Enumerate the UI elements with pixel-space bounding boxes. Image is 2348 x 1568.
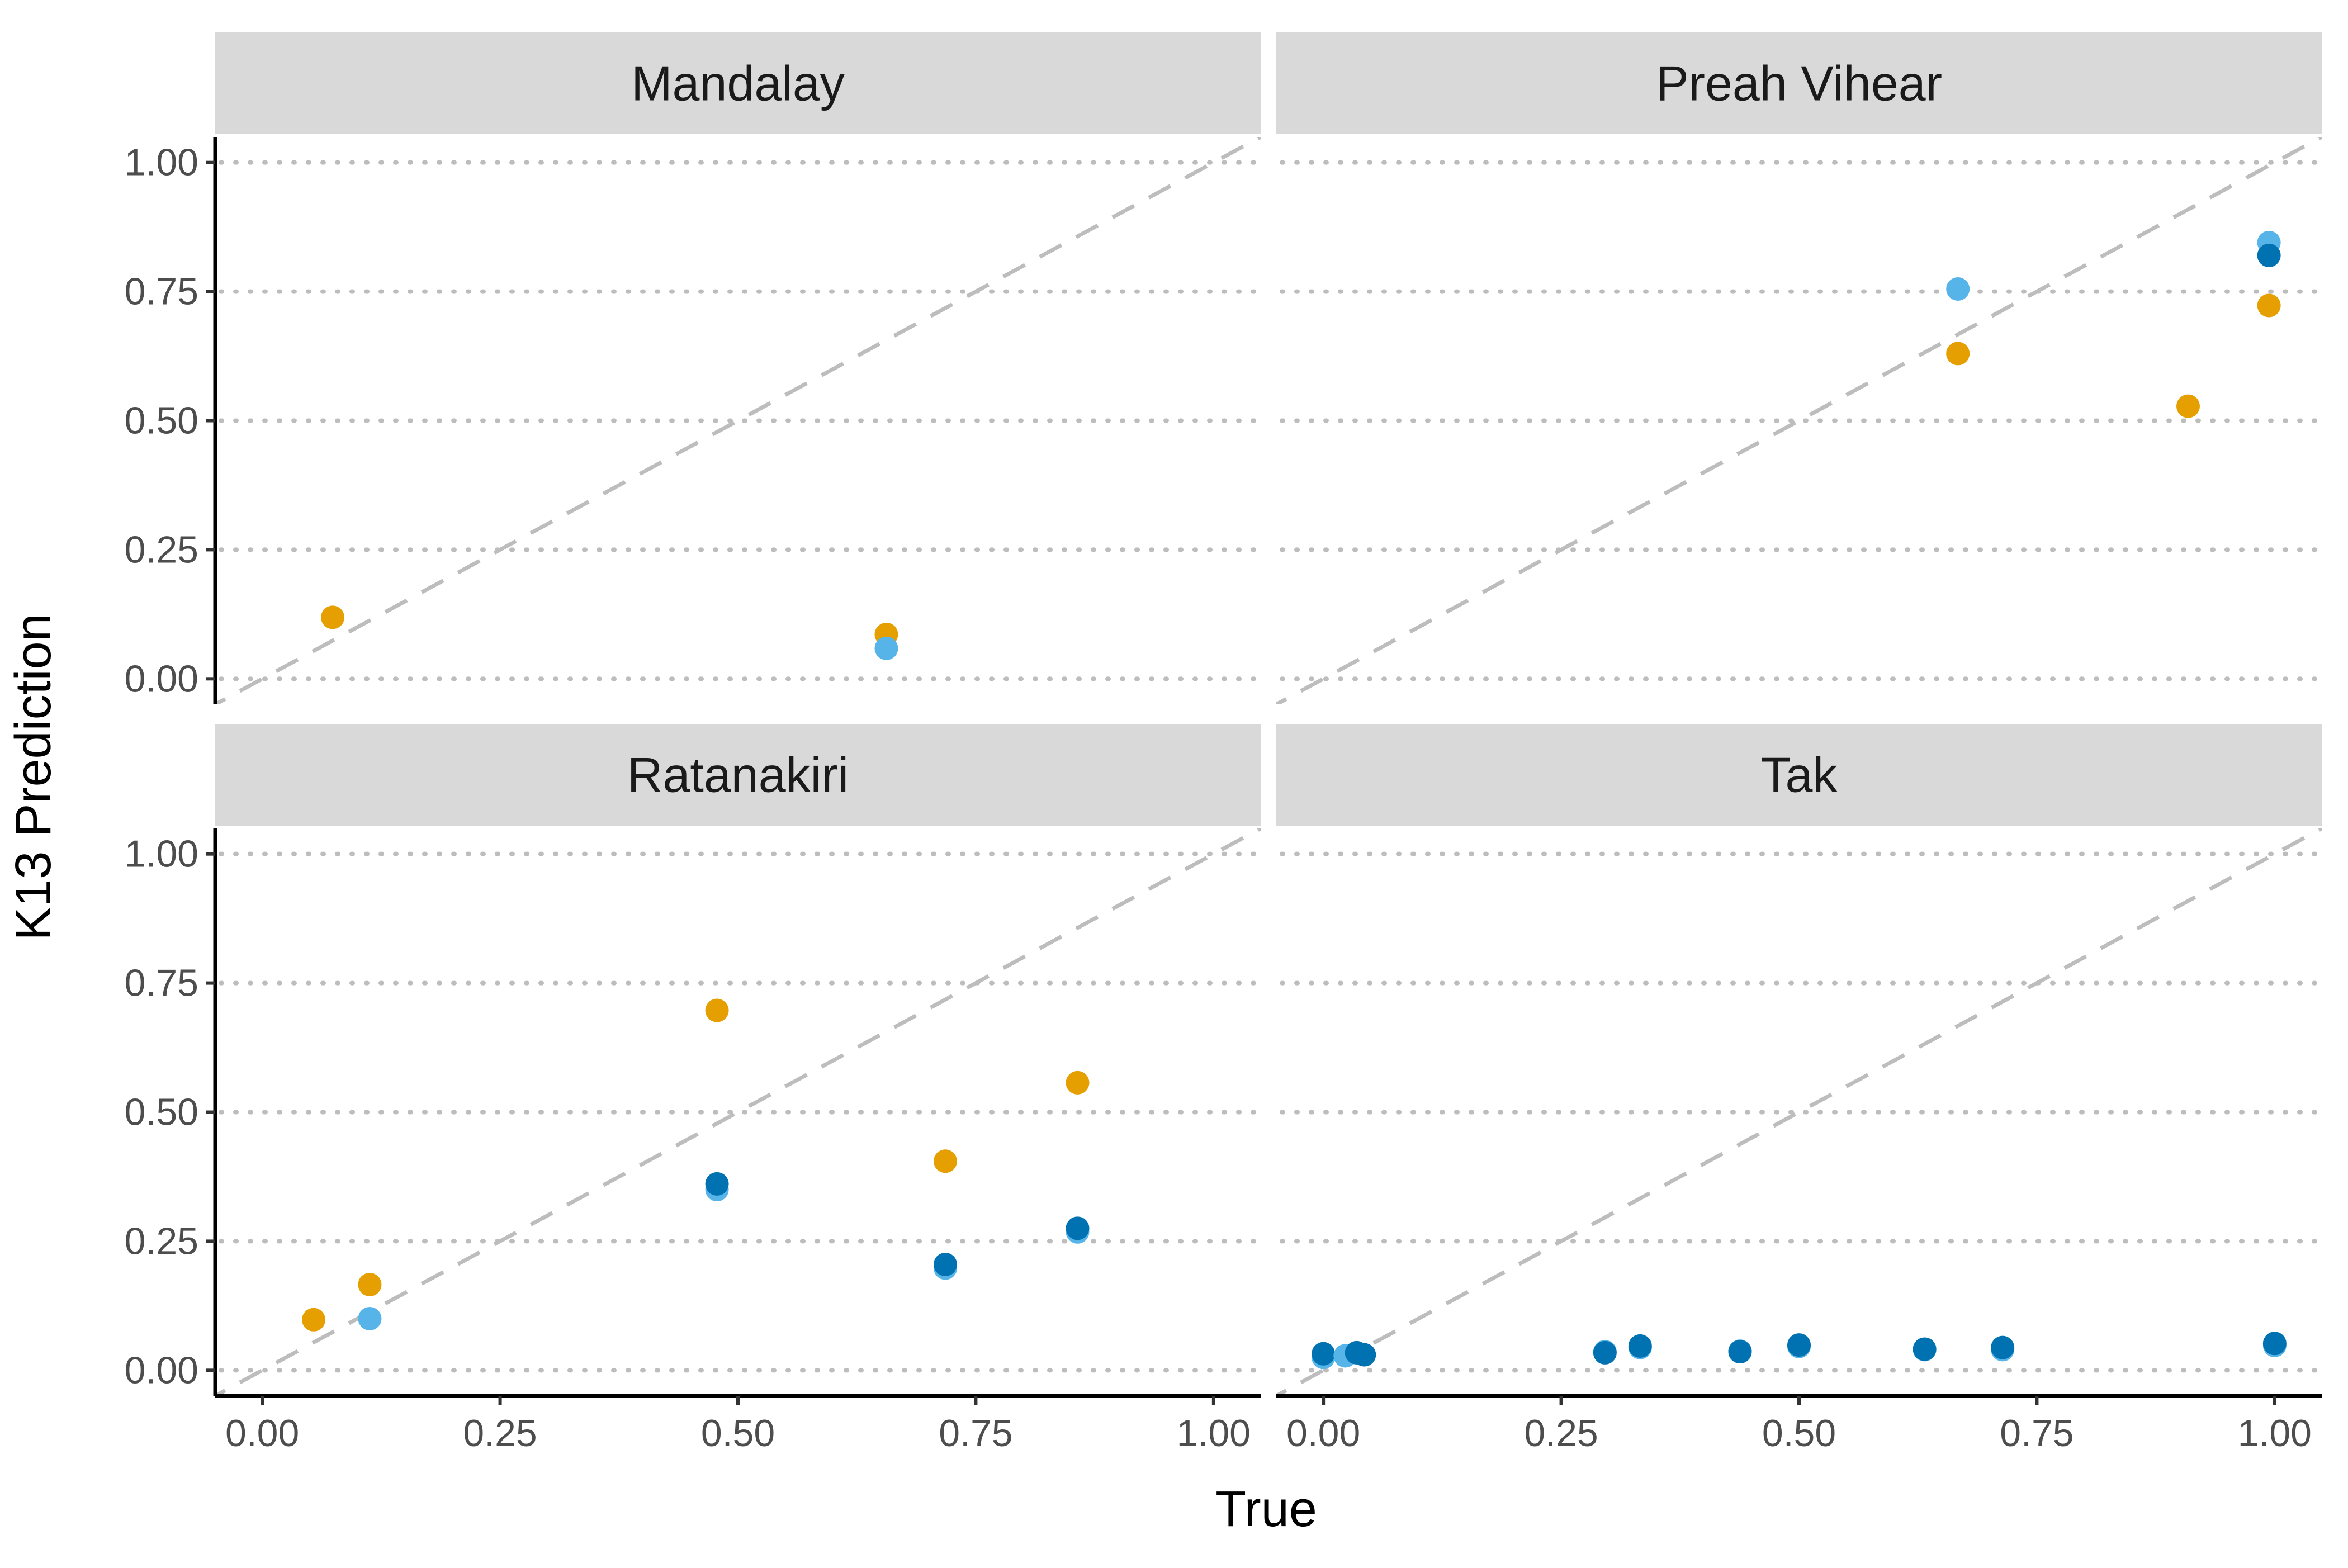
facet-panel: Ratanakiri 0.00 0.25 0.50 0.75 1.00 0.00 0.25 0.…: [125, 724, 1263, 1455]
x-tick-label: 0.25: [463, 1412, 537, 1455]
y-tick-label: 0.25: [125, 1220, 198, 1262]
facet-title: Preah Vihear: [1656, 56, 1942, 111]
facet-panel: Mandalay 0.00 0.25 0.50 0.75 1.00: [125, 32, 1263, 704]
data-point: [1066, 1070, 1090, 1095]
x-tick-label: 0.75: [939, 1412, 1012, 1455]
data-point: [705, 1172, 729, 1196]
data-point: [1593, 1340, 1617, 1365]
x-axis-title: True: [1215, 1481, 1317, 1537]
x-tick-label: 1.00: [1177, 1412, 1251, 1455]
x-tick-label: 0.00: [1286, 1412, 1360, 1455]
points-layer: [321, 605, 898, 660]
data-point: [705, 998, 729, 1022]
identity-reference-line: [215, 137, 1261, 704]
data-point: [358, 1306, 382, 1330]
data-point: [1787, 1333, 1811, 1357]
data-point: [2257, 293, 2281, 318]
data-point: [302, 1308, 326, 1332]
data-point: [2257, 243, 2281, 267]
data-point: [1913, 1337, 1937, 1361]
x-tick-label: 1.00: [2238, 1412, 2312, 1455]
y-tick-label: 0.75: [125, 962, 198, 1005]
y-tick-label: 0.75: [125, 271, 198, 313]
points-layer: [302, 998, 1090, 1332]
facet-strip: [1276, 32, 2322, 134]
data-point: [1312, 1342, 1336, 1366]
data-point: [321, 605, 345, 629]
facet-strip: [215, 32, 1261, 134]
y-axis-title: K13 Prediction: [6, 613, 61, 940]
data-point: [1628, 1334, 1652, 1358]
y-tick-label: 0.50: [125, 400, 198, 442]
identity-reference-line: [1276, 828, 2322, 1396]
data-point: [1066, 1216, 1090, 1240]
y-tick-label: 1.00: [125, 833, 198, 875]
facet-strip: [1276, 724, 2322, 826]
points-layer: [1312, 1332, 2287, 1370]
facet-title: Ratanakiri: [627, 747, 849, 803]
data-point: [1946, 277, 1970, 301]
data-point: [1728, 1340, 1752, 1364]
identity-reference-line: [215, 828, 1261, 1396]
data-point: [2176, 394, 2200, 418]
x-tick-label: 0.50: [1762, 1412, 1836, 1455]
data-point: [1352, 1343, 1376, 1367]
data-point: [358, 1272, 382, 1296]
facet-strip: [215, 724, 1261, 826]
y-tick-label: 0.00: [125, 1349, 198, 1391]
facet-title: Mandalay: [631, 56, 845, 111]
facet-panel: Preah Vihear: [1276, 32, 2324, 704]
y-tick-label: 0.25: [125, 528, 198, 571]
facet-panel: Tak 0.00 0.25 0.50 0.75 1.00: [1276, 724, 2324, 1455]
data-point: [2262, 1332, 2287, 1356]
data-point: [1991, 1335, 2015, 1359]
identity-reference-line: [1276, 137, 2322, 704]
x-tick-label: 0.75: [2000, 1412, 2074, 1455]
facet-title: Tak: [1761, 747, 1838, 803]
x-tick-label: 0.50: [701, 1412, 775, 1455]
x-tick-label: 0.25: [1524, 1412, 1598, 1455]
data-point: [933, 1252, 957, 1276]
data-point: [1946, 342, 1970, 366]
panels-layer: Mandalay 0.00 0.25 0.50 0.75 1.00 Preah Vihear…: [125, 32, 2324, 1455]
points-layer: [1946, 230, 2281, 418]
y-tick-label: 0.00: [125, 657, 198, 700]
y-tick-label: 1.00: [125, 141, 198, 184]
y-tick-label: 0.50: [125, 1091, 198, 1134]
x-tick-label: 0.00: [225, 1412, 299, 1455]
data-point: [933, 1149, 957, 1173]
data-point: [874, 636, 898, 660]
